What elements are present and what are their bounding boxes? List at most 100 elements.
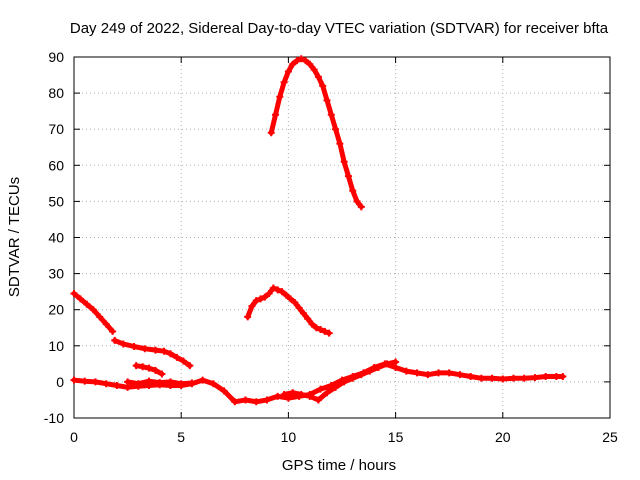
data-point xyxy=(269,284,277,292)
data-point xyxy=(274,286,282,294)
data-point xyxy=(319,82,327,90)
data-point xyxy=(314,73,322,81)
data-point xyxy=(467,372,475,380)
data-point xyxy=(383,360,391,368)
series-line xyxy=(268,56,364,210)
x-tick-label: 10 xyxy=(281,429,297,445)
data-point xyxy=(111,336,119,344)
x-tick-label: 20 xyxy=(495,429,511,445)
data-point xyxy=(166,378,174,386)
data-point xyxy=(248,302,256,310)
data-point xyxy=(145,364,153,372)
y-tick-label: 40 xyxy=(48,230,64,246)
y-tick-label: -10 xyxy=(44,410,64,426)
data-point xyxy=(132,362,140,370)
y-tick-label: 50 xyxy=(48,193,64,209)
data-point xyxy=(173,353,181,361)
data-point xyxy=(261,293,269,301)
x-tick-label: 5 xyxy=(177,429,185,445)
data-point xyxy=(531,374,539,382)
series-arc-low-b xyxy=(124,377,196,388)
series-arc-high xyxy=(267,55,365,211)
data-point xyxy=(199,376,207,384)
data-point xyxy=(424,371,432,379)
x-axis-label: GPS time / hours xyxy=(282,457,396,474)
data-point xyxy=(321,327,329,335)
data-point xyxy=(295,304,303,312)
data-point xyxy=(96,313,104,321)
data-point xyxy=(151,346,159,354)
data-point xyxy=(366,367,374,375)
data-point xyxy=(141,345,149,353)
data-point xyxy=(510,374,518,382)
data-point xyxy=(332,383,340,391)
data-point xyxy=(499,375,507,383)
data-point xyxy=(299,309,307,317)
data-point xyxy=(274,392,282,400)
chart-title: Day 249 of 2022, Sidereal Day-to-day VTE… xyxy=(70,20,609,37)
data-point xyxy=(91,378,99,386)
data-point xyxy=(231,398,239,406)
series-arc-start xyxy=(70,289,117,335)
data-point xyxy=(263,396,271,404)
data-point xyxy=(357,371,365,379)
data-point xyxy=(145,377,153,385)
data-point xyxy=(297,391,305,399)
data-point xyxy=(434,369,442,377)
data-point xyxy=(314,396,322,404)
data-point xyxy=(252,297,260,305)
series-arc-mid xyxy=(244,284,333,337)
series-arc-mid-decline xyxy=(111,336,194,370)
data-point xyxy=(158,370,166,378)
data-point xyxy=(160,347,168,355)
data-point xyxy=(265,289,273,297)
data-point xyxy=(109,327,117,335)
data-point xyxy=(130,343,138,351)
data-point xyxy=(89,306,97,314)
data-point xyxy=(257,295,265,303)
x-axis: 0 5 10 15 20 25 xyxy=(70,57,618,445)
data-point xyxy=(323,389,331,397)
data-point xyxy=(119,340,127,348)
data-point xyxy=(344,172,352,180)
data-point xyxy=(151,366,159,374)
series-arc-short xyxy=(132,362,166,378)
data-point xyxy=(102,320,110,328)
data-point xyxy=(272,111,280,119)
data-point xyxy=(302,57,310,65)
data-point xyxy=(552,372,560,380)
data-point xyxy=(413,369,421,377)
y-tick-label: 60 xyxy=(48,157,64,173)
y-tick-label: 10 xyxy=(48,338,64,354)
data-point xyxy=(374,363,382,371)
data-point xyxy=(445,369,453,377)
data-point xyxy=(336,140,344,148)
data-point xyxy=(179,357,187,365)
data-point xyxy=(317,385,325,393)
x-tick-label: 0 xyxy=(70,429,78,445)
data-point xyxy=(559,372,567,380)
data-point xyxy=(310,66,318,74)
data-point xyxy=(220,387,228,395)
data-point xyxy=(134,380,142,388)
data-point xyxy=(402,367,410,375)
data-point xyxy=(340,378,348,386)
data-point xyxy=(520,374,528,382)
series-line xyxy=(112,337,193,369)
data-point xyxy=(102,380,110,388)
data-point xyxy=(280,78,288,86)
y-tick-label: 30 xyxy=(48,266,64,282)
y-tick-label: 0 xyxy=(56,374,64,390)
data-point xyxy=(289,60,297,68)
y-axis: -10 0 10 20 30 40 50 60 70 80 90 xyxy=(44,49,610,426)
data-point xyxy=(276,93,284,101)
data-point xyxy=(317,326,325,334)
data-point xyxy=(124,378,132,386)
data-point xyxy=(81,377,89,385)
data-point xyxy=(312,324,320,332)
data-point xyxy=(166,350,174,358)
data-point xyxy=(340,158,348,166)
data-point xyxy=(209,380,217,388)
data-point xyxy=(284,67,292,75)
